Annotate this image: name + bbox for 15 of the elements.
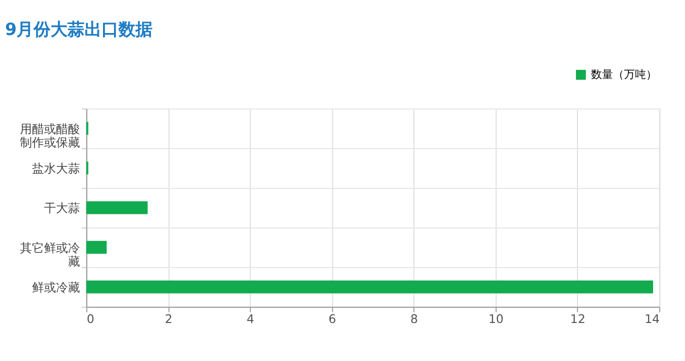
x-tick-label: 4 xyxy=(246,312,254,326)
x-tick-label: 6 xyxy=(328,312,336,326)
x-tick-label: 8 xyxy=(410,312,418,326)
chart-title: 9月份大蒜出口数据 xyxy=(4,19,153,40)
y-tick-label: 其它鲜或冷藏 xyxy=(20,240,80,269)
x-tick-label: 10 xyxy=(488,312,504,326)
x-tick-label: 2 xyxy=(164,312,172,326)
y-tick-label: 鲜或冷藏 xyxy=(32,280,80,294)
y-tick-label: 干大蒜 xyxy=(44,201,80,216)
legend-label: 数量（万吨） xyxy=(590,68,657,81)
y-tick-label: 用醋或醋酸制作或保藏 xyxy=(20,122,80,150)
x-tick-label: 0 xyxy=(86,312,94,326)
y-tick-label: 盐水大蒜 xyxy=(32,161,80,176)
x-tick-label: 12 xyxy=(570,312,586,326)
x-tick-label: 14 xyxy=(644,312,660,326)
